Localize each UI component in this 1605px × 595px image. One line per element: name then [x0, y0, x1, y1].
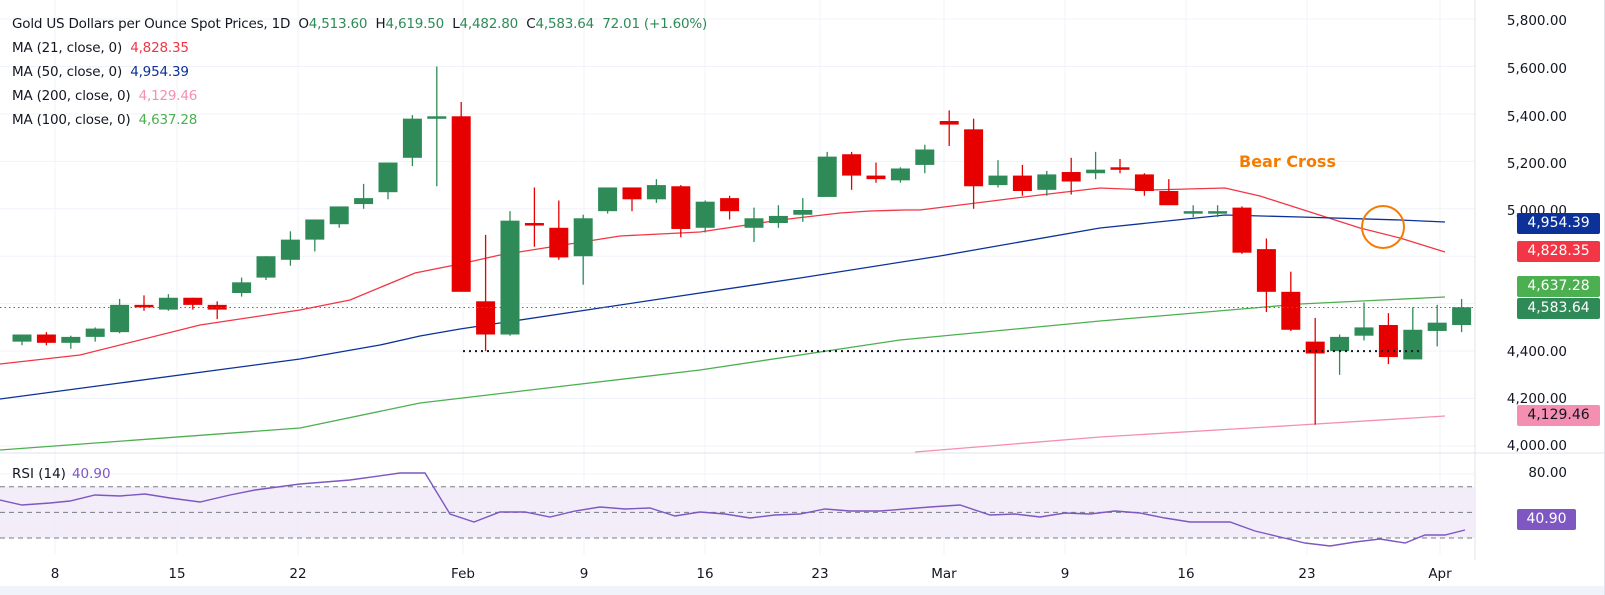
indicator-ma100[interactable]: MA (100, close, 0) 4,637.28 [12, 112, 198, 128]
indicator-ma200[interactable]: MA (200, close, 0) 4,129.46 [12, 88, 198, 104]
rsi-tick: 80.00 [1528, 465, 1567, 481]
moving-average-lines [0, 187, 1446, 453]
time-tick: 9 [1060, 566, 1070, 582]
price-tick: 4,200.00 [1506, 391, 1567, 407]
time-tick: 23 [1298, 566, 1316, 582]
rsi-value-badge: 40.90 [1517, 509, 1576, 530]
price-tick: 5,400.00 [1506, 109, 1567, 125]
ma200-price-badge: 4,129.46 [1517, 405, 1600, 426]
high-value: 4,619.50 [385, 16, 444, 32]
ma21-price-badge: 4,828.35 [1517, 241, 1600, 262]
time-tick: 16 [1177, 566, 1195, 582]
last-price-badge: 4,583.64 [1517, 298, 1600, 319]
rsi-legend[interactable]: RSI (14) 40.90 [12, 466, 111, 482]
open-value: 4,513.60 [308, 16, 368, 32]
price-tick: 5,800.00 [1506, 13, 1567, 29]
indicator-ma21[interactable]: MA (21, close, 0) 4,828.35 [12, 40, 189, 56]
time-tick: 16 [696, 566, 714, 582]
change-value: 72.01 (+1.60%) [602, 16, 708, 32]
price-tick: 5,600.00 [1506, 61, 1567, 77]
symbol-header: Gold US Dollars per Ounce Spot Prices, 1… [12, 16, 708, 32]
time-tick: Mar [931, 566, 957, 582]
time-tick: 22 [289, 566, 307, 582]
low-value: 4,482.80 [459, 16, 519, 32]
rsi-pane [0, 472, 1475, 547]
candlesticks [12, 66, 1472, 425]
ma50-price-badge: 4,954.39 [1517, 213, 1600, 234]
chart-legend: Gold US Dollars per Ounce Spot Prices, 1… [12, 12, 707, 132]
time-tick: 15 [168, 566, 186, 582]
close-value: 4,583.64 [535, 16, 594, 32]
time-tick: 9 [579, 566, 589, 582]
price-tick: 5,200.00 [1506, 156, 1567, 172]
time-tick: 23 [811, 566, 829, 582]
time-tick: 8 [50, 566, 60, 582]
bottom-bar [0, 586, 1605, 595]
indicator-ma50[interactable]: MA (50, close, 0) 4,954.39 [12, 64, 189, 80]
ma100-price-badge: 4,637.28 [1517, 276, 1600, 297]
time-tick: Feb [451, 566, 475, 582]
symbol-title: Gold US Dollars per Ounce Spot Prices, 1… [12, 16, 291, 32]
chart-annotations [0, 205, 1475, 353]
time-tick: Apr [1428, 566, 1452, 582]
price-tick: 4,000.00 [1506, 438, 1567, 454]
bear-cross-annotation: Bear Cross [1239, 152, 1336, 171]
price-tick: 4,400.00 [1506, 344, 1567, 360]
